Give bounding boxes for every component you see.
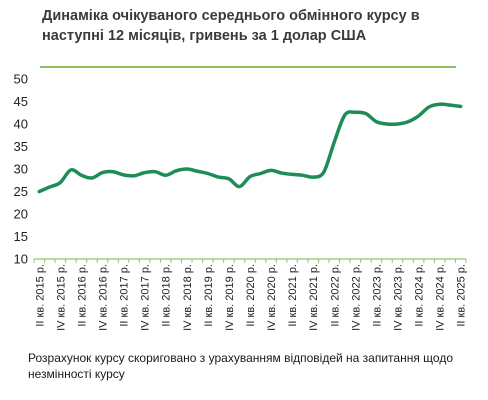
- data-point: [428, 105, 431, 108]
- data-point: [69, 168, 72, 171]
- chart-title: Динаміка очікуваного середнього обмінног…: [42, 8, 420, 44]
- x-tick-label: IV кв. 2021 р.: [308, 264, 320, 331]
- chart-footnote: Розрахунок курсу скориговано з урахуванн…: [28, 351, 454, 381]
- data-point: [227, 177, 230, 180]
- data-point: [154, 170, 157, 173]
- data-point: [269, 169, 272, 172]
- data-point: [185, 167, 188, 170]
- data-point: [291, 173, 294, 176]
- x-tick-label: II кв. 2018 р.: [161, 264, 173, 327]
- data-point: [206, 172, 209, 175]
- x-tick-label: II кв. 2016 р.: [76, 264, 88, 327]
- y-tick-label: 25: [14, 184, 28, 199]
- title-divider: [40, 66, 456, 68]
- x-tick-label: IV кв. 2020 р.: [266, 264, 278, 331]
- data-point: [196, 170, 199, 173]
- data-point: [301, 174, 304, 177]
- series-points: [38, 103, 463, 193]
- data-point: [333, 140, 336, 143]
- x-tick-label: IV кв. 2022 р.: [350, 264, 362, 331]
- data-point: [111, 170, 114, 173]
- data-point: [132, 174, 135, 177]
- data-point: [48, 185, 51, 188]
- y-tick-label: 15: [14, 229, 28, 244]
- x-tick-label: II кв. 2019 р.: [203, 264, 215, 327]
- x-tick-label: II кв. 2015 р.: [34, 264, 46, 327]
- x-tick-label: II кв. 2023 р.: [371, 264, 383, 327]
- data-point: [38, 190, 41, 193]
- data-point: [343, 113, 346, 116]
- x-tick-label: IV кв. 2023 р.: [393, 264, 405, 331]
- x-tick-label: II кв. 2020 р.: [245, 264, 257, 327]
- data-point: [385, 122, 388, 125]
- data-point: [248, 175, 251, 178]
- x-tick-label: IV кв. 2018 р.: [182, 264, 194, 331]
- data-point: [364, 112, 367, 115]
- y-tick-label: 30: [14, 162, 28, 177]
- data-point: [59, 181, 62, 184]
- x-tick-label: II кв. 2017 р.: [119, 264, 131, 327]
- x-tick-label: IV кв. 2019 р.: [224, 264, 236, 331]
- data-point: [459, 105, 462, 108]
- series-line: [37, 102, 463, 194]
- data-point: [238, 185, 241, 188]
- data-point: [259, 172, 262, 175]
- data-point: [280, 171, 283, 174]
- data-point: [322, 171, 325, 174]
- y-axis: 10 15 20 25 30 35 40 45 50: [14, 72, 28, 267]
- data-point: [80, 174, 83, 177]
- data-point: [122, 173, 125, 176]
- data-point: [101, 171, 104, 174]
- data-point: [354, 111, 357, 114]
- x-tick-label: IV кв. 2024 р.: [435, 264, 447, 331]
- y-tick-label: 35: [14, 139, 28, 154]
- x-tick-label: II кв. 2022 р.: [329, 264, 341, 327]
- x-axis: II кв. 2015 р. IV кв. 2015 р. II кв. 2016 …: [33, 258, 468, 331]
- x-tick-label: IV кв. 2017 р.: [140, 264, 152, 331]
- y-tick-label: 50: [14, 72, 28, 87]
- data-point: [417, 114, 420, 117]
- data-point: [375, 120, 378, 123]
- x-tick-label: II кв. 2021 р.: [287, 264, 299, 327]
- data-point: [396, 122, 399, 125]
- y-tick-label: 45: [14, 94, 28, 109]
- data-point: [312, 176, 315, 179]
- data-point: [164, 174, 167, 177]
- y-tick-label: 10: [14, 252, 28, 267]
- x-tick-label: IV кв. 2016 р.: [97, 264, 109, 331]
- x-tick-label: II кв. 2025 р.: [456, 264, 468, 327]
- x-tick-label: IV кв. 2015 р.: [55, 264, 67, 331]
- y-tick-label: 20: [14, 207, 28, 222]
- data-point: [406, 120, 409, 123]
- data-point: [175, 169, 178, 172]
- data-point: [449, 104, 452, 107]
- data-point: [143, 171, 146, 174]
- data-point: [217, 176, 220, 179]
- x-tick-label: II кв. 2024 р.: [414, 264, 426, 327]
- y-tick-label: 40: [14, 117, 28, 132]
- data-point: [90, 176, 93, 179]
- data-point: [438, 103, 441, 106]
